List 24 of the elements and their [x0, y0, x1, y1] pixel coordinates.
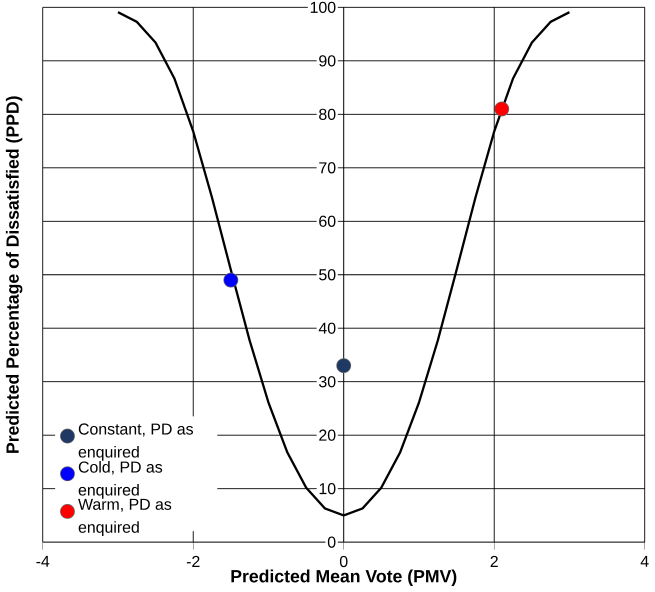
legend-label: Cold, PD as enquired: [78, 461, 162, 499]
y-tick-label: 90: [319, 55, 336, 67]
y-tick-label: 0: [328, 536, 336, 548]
y-tick-label: 60: [319, 216, 336, 227]
y-tick-label: 30: [319, 376, 336, 388]
point: [223, 272, 238, 288]
point: [336, 358, 352, 374]
y-tick-label: 10: [320, 483, 336, 494]
y-tick-label: 20: [319, 430, 336, 441]
x-tick-label: -2: [186, 556, 200, 568]
x-tick-label: 0: [340, 556, 348, 568]
y-tick-label: 40: [318, 322, 336, 334]
y-tick-label: 80: [319, 108, 336, 120]
x-axis-title: Predicted Mean Vote (PMV): [231, 570, 456, 586]
point: [494, 102, 510, 116]
y-tick-label: 50: [319, 269, 336, 280]
y-tick-label: 70: [319, 162, 336, 174]
y-tick-label: 100: [310, 2, 336, 14]
y-axis-title: Predicted Percentage of Dissatisfied (PPD): [6, 96, 22, 453]
legend-label: Constant, PD as enquired: [78, 424, 193, 461]
x-tick-label: 2: [490, 556, 498, 568]
x-tick-label: -4: [36, 556, 50, 567]
legend-label: Warm, PD as enquired: [78, 498, 172, 536]
x-tick-label: 4: [640, 556, 649, 567]
